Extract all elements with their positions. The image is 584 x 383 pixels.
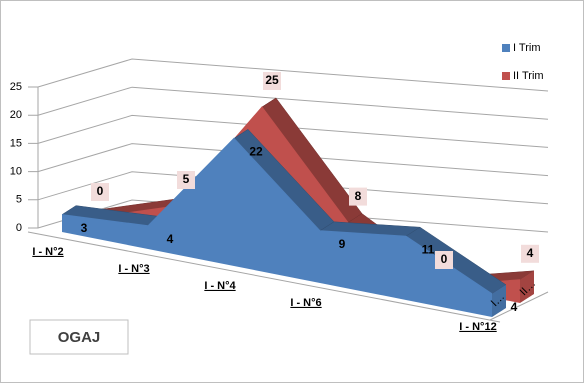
legend-label: I Trim [513, 42, 541, 54]
grid-line [28, 86, 549, 120]
grid-line [28, 143, 549, 177]
label-bg [521, 244, 539, 263]
label-bg [349, 187, 367, 206]
data-label: 5 [183, 172, 190, 186]
annotation: OGAJ [58, 329, 101, 346]
data-label: 9 [339, 237, 346, 251]
x-tick-label: I - N°6 [290, 297, 321, 309]
data-label: 0 [441, 252, 448, 266]
data-label: 4 [527, 246, 534, 260]
y-tick-label: 25 [10, 81, 22, 93]
x-tick-label: I - N°2 [32, 246, 63, 258]
legend-swatch [502, 44, 510, 52]
label-bg [263, 72, 281, 90]
y-tick-label: 15 [10, 137, 22, 149]
y-tick-label: 20 [10, 109, 22, 121]
data-label: 0 [97, 184, 104, 198]
data-label: 25 [265, 73, 279, 87]
data-label: 4 [511, 300, 518, 314]
y-tick-label: 10 [10, 166, 22, 178]
x-tick-label: I - N°4 [204, 280, 236, 292]
axis-line [27, 231, 501, 323]
data-label: 3 [81, 221, 88, 235]
area-fill [62, 138, 492, 317]
legend-swatch [502, 72, 510, 80]
ribbon-end [520, 270, 534, 303]
legend-label: II Trim [513, 70, 544, 82]
data-label: 8 [355, 189, 362, 203]
data-label: 11 [422, 242, 435, 256]
x-tick-label: I - N°12 [459, 321, 496, 333]
y-tick-label: 0 [16, 222, 22, 234]
label-bg [177, 171, 195, 189]
axis-line [489, 291, 549, 321]
label-bg [435, 251, 453, 269]
area-line [61, 137, 493, 295]
data-label: 22 [249, 145, 263, 159]
grid-line [28, 58, 549, 92]
data-label: 4 [167, 232, 174, 246]
x-tick-label: I - N°3 [118, 263, 149, 275]
annotation-box [29, 319, 129, 355]
y-tick-label: 5 [16, 194, 22, 206]
ribbon-end [492, 284, 506, 317]
label-bg [91, 183, 109, 201]
grid-line [28, 114, 549, 148]
